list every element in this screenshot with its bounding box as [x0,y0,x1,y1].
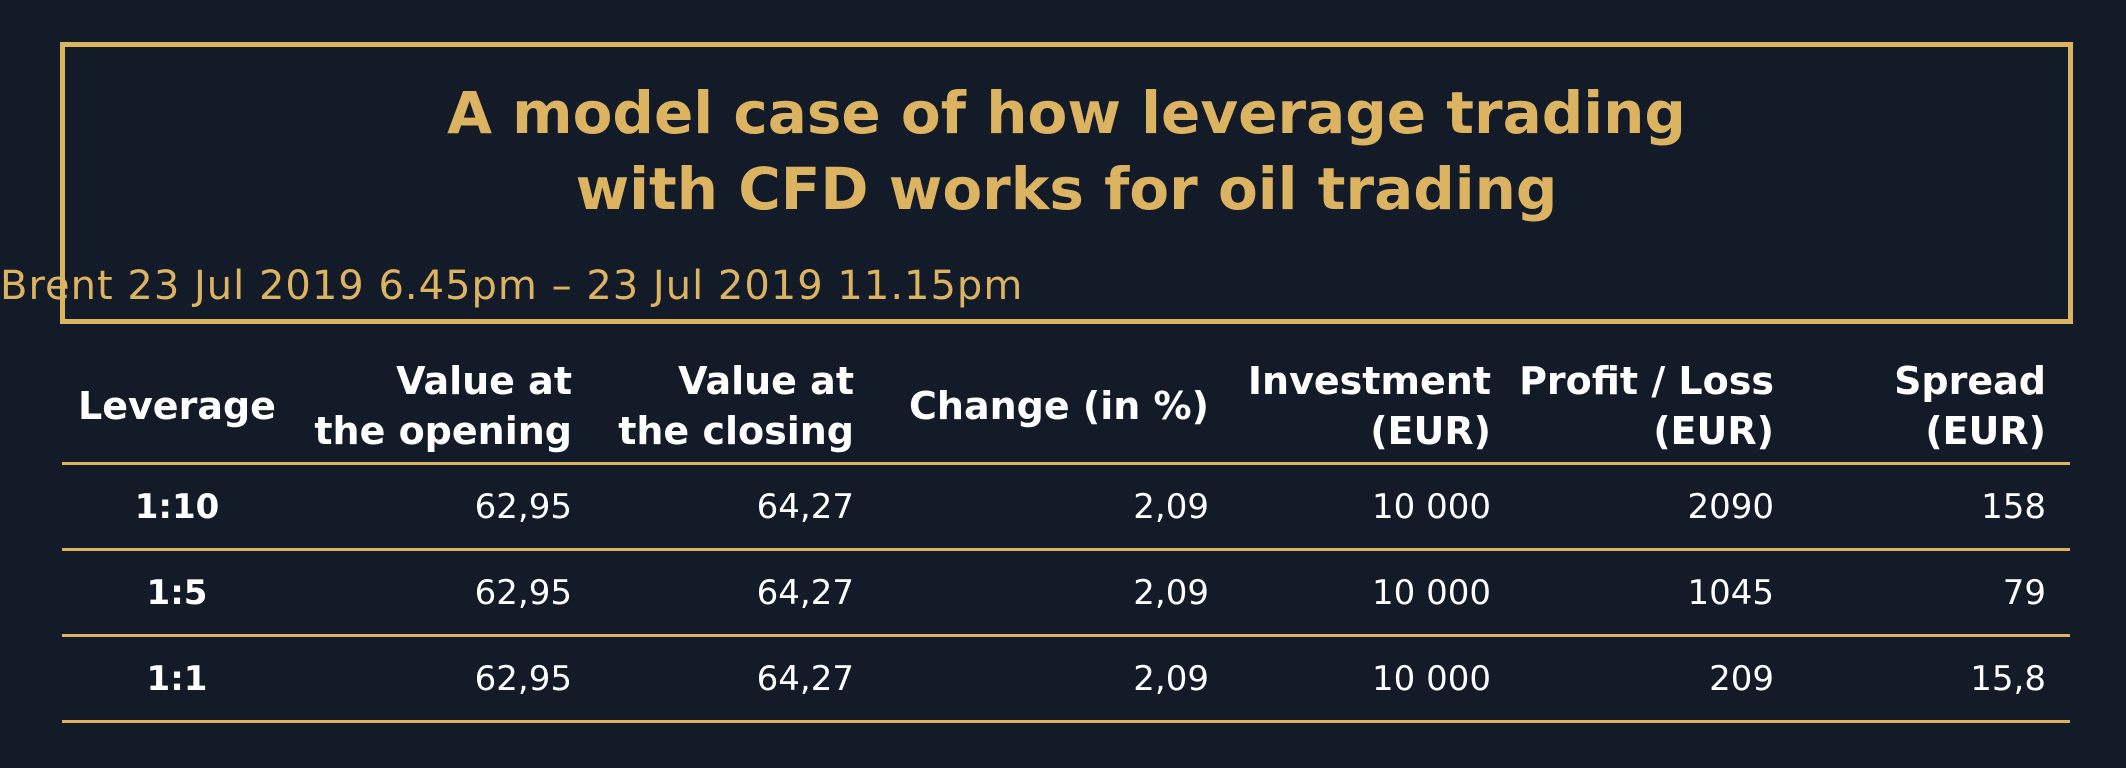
title-box: A model case of how leverage trading wit… [60,42,2073,324]
page-subtitle: Brent 23 Jul 2019 6.45pm – 23 Jul 2019 1… [0,263,1024,309]
cell-change: 2,09 [878,463,1233,551]
cell-profit-loss: 2090 [1515,463,1798,551]
header-value-closing: Value at the closing [596,350,878,465]
title-line-2: with CFD works for oil trading [575,155,1558,223]
header-leverage-label: Leverage [78,384,276,428]
cell-value-closing: 64,27 [596,635,878,723]
header-investment: Investment (EUR) [1233,350,1515,465]
header-change: Change (in %) [878,350,1233,465]
cell-value-closing: 64,27 [596,549,878,637]
cell-spread: 158 [1798,463,2070,551]
cell-spread: 15,8 [1798,635,2070,723]
cell-investment: 10 000 [1233,549,1515,637]
cell-leverage: 1:10 [62,463,292,551]
table-row: 1:5 62,95 64,27 2,09 10 000 1045 79 [62,549,2070,637]
header-profit-loss: Profit / Loss (EUR) [1515,350,1798,465]
table-row: 1:10 62,95 64,27 2,09 10 000 2090 158 [62,463,2070,551]
cell-value-opening: 62,95 [292,635,596,723]
leverage-table: Leverage Value at the opening Value at t… [62,350,2070,723]
header-value-opening: Value at the opening [292,350,596,465]
cell-change: 2,09 [878,549,1233,637]
cell-leverage: 1:5 [62,549,292,637]
header-leverage: Leverage [62,350,292,465]
cell-profit-loss: 209 [1515,635,1798,723]
cell-investment: 10 000 [1233,635,1515,723]
title-line-1: A model case of how leverage trading [447,79,1686,147]
cell-spread: 79 [1798,549,2070,637]
cell-value-closing: 64,27 [596,463,878,551]
cell-change: 2,09 [878,635,1233,723]
table-row: 1:1 62,95 64,27 2,09 10 000 209 15,8 [62,635,2070,723]
table-header-row: Leverage Value at the opening Value at t… [62,350,2070,465]
cell-value-opening: 62,95 [292,463,596,551]
cell-value-opening: 62,95 [292,549,596,637]
cell-leverage: 1:1 [62,635,292,723]
page-title: A model case of how leverage trading wit… [65,75,2068,227]
cell-profit-loss: 1045 [1515,549,1798,637]
header-spread: Spread (EUR) [1798,350,2070,465]
cell-investment: 10 000 [1233,463,1515,551]
